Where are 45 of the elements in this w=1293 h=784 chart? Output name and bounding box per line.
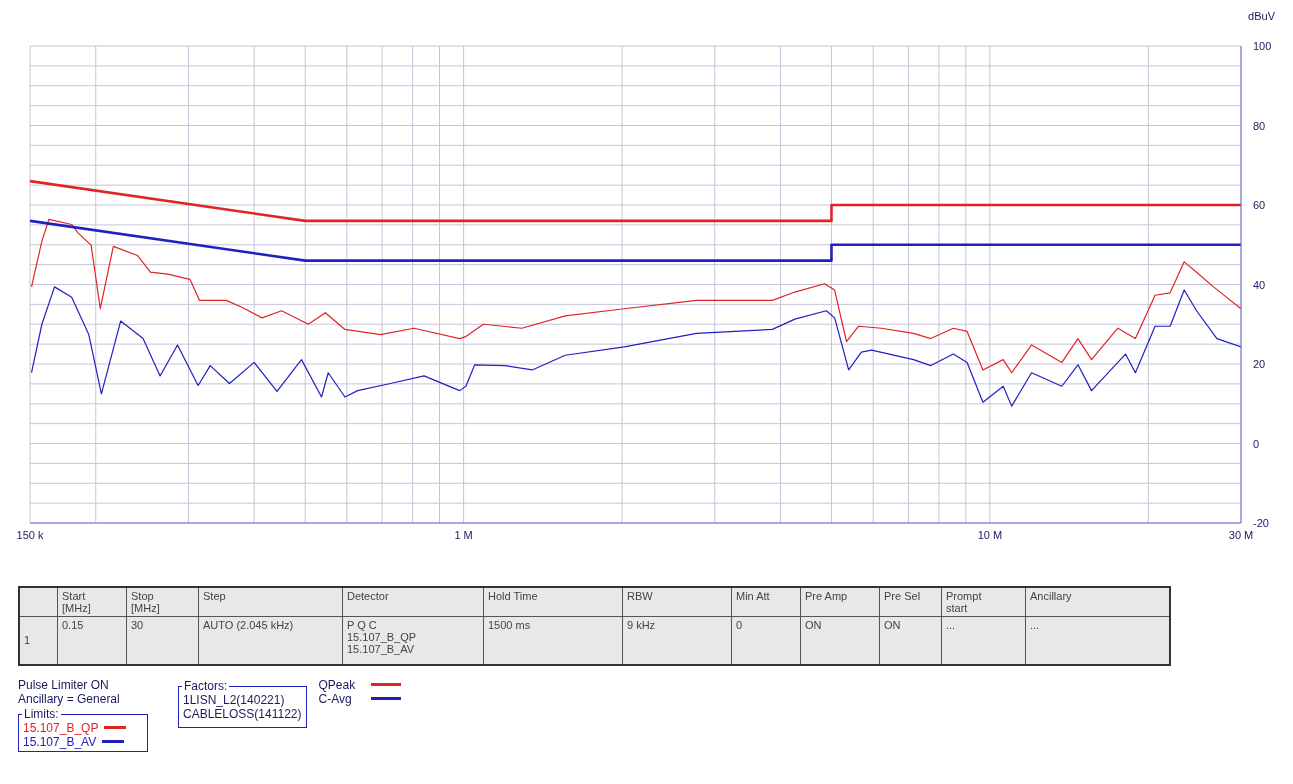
text: Ancillary: [1025, 587, 1170, 617]
text: P Q C 15.107_B_QP 15.107_B_AV: [342, 616, 484, 665]
text: ON: [800, 616, 880, 665]
legend-label: 15.107_B_AV: [23, 734, 97, 749]
y-tick-label: 0: [1253, 437, 1260, 450]
text: 30: [126, 616, 199, 665]
legend-label: QPeak: [318, 677, 357, 692]
x-tick-label: 150 k: [16, 528, 44, 541]
text: Prompt start: [941, 587, 1026, 617]
legend-label: 15.107_B_QP: [23, 720, 99, 735]
y-tick-label: 40: [1253, 278, 1266, 291]
x-tick-label: 10 M: [977, 528, 1003, 541]
text: ...: [941, 616, 1026, 665]
y-axis-title: dBuV: [1248, 10, 1275, 22]
y-tick-label: -20: [1253, 517, 1269, 529]
text: 1LISN_L2(140221): [183, 692, 286, 707]
text: Stop [MHz]: [126, 587, 199, 617]
text: CABLELOSS(141122): [183, 706, 302, 721]
text: ON: [879, 616, 942, 665]
text: 1500 ms: [483, 616, 623, 665]
x-tick-label: 1 M: [454, 528, 473, 541]
text: Factors:: [182, 678, 230, 693]
text: Hold Time: [483, 587, 623, 617]
y-tick-label: 80: [1253, 119, 1266, 132]
text: 1: [19, 616, 58, 665]
y-tick-label: 20: [1253, 358, 1266, 370]
text: 9 kHz: [622, 616, 732, 665]
legend-title: Limits:: [22, 706, 61, 721]
text: Min Att: [731, 587, 801, 617]
text: 0: [731, 616, 801, 665]
text: Pulse Limiter ON: [18, 677, 110, 692]
legend-label: C-Avg: [318, 691, 352, 706]
text: ...: [1025, 616, 1170, 665]
text: Start [MHz]: [57, 587, 127, 617]
text: Pre Sel: [879, 587, 942, 617]
text: AUTO (2.045 kHz): [198, 616, 343, 665]
text: RBW: [622, 587, 732, 617]
y-tick-label: 100: [1253, 40, 1272, 52]
text: Detector: [342, 587, 484, 617]
y-tick-label: 60: [1253, 199, 1266, 211]
text: Ancillary = General: [18, 691, 121, 706]
text: 0.15: [57, 616, 127, 665]
text: Pre Amp: [800, 587, 880, 617]
x-tick-label: 30 M: [1228, 528, 1254, 541]
text: Step: [198, 587, 343, 617]
